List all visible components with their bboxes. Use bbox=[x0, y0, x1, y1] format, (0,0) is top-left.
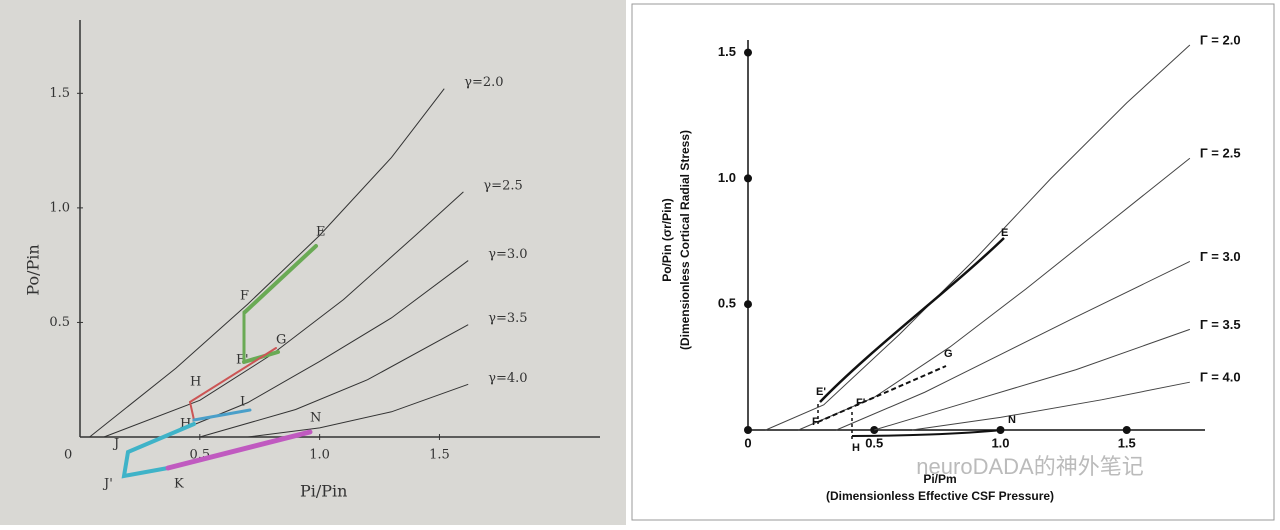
y-tick-label: 0.5 bbox=[718, 296, 736, 311]
y-tick-label: 1.0 bbox=[718, 170, 736, 185]
curve bbox=[247, 383, 469, 438]
point-label: E' bbox=[816, 386, 826, 398]
trajectory-arrow bbox=[192, 408, 252, 422]
point-label: H bbox=[852, 442, 860, 454]
curve-label: Γ = 2.0 bbox=[1200, 32, 1241, 47]
point-label: J' bbox=[102, 477, 113, 492]
point-label: F bbox=[812, 416, 819, 428]
x-axis-sublabel: (Dimensionless Effective CSF Pressure) bbox=[826, 489, 1054, 503]
x-axis-label: Pi/Pm bbox=[923, 472, 956, 486]
x-tick-label: 1.5 bbox=[429, 448, 450, 463]
y-tick-dot bbox=[744, 300, 752, 309]
point-label: J bbox=[112, 437, 119, 452]
x-axis-label: Pi/Pin bbox=[300, 482, 347, 501]
y-tick-dot bbox=[744, 48, 752, 57]
origin-label: 0 bbox=[64, 448, 72, 463]
trajectory-arrow bbox=[121, 422, 196, 479]
trajectory-dashed bbox=[817, 404, 853, 440]
y-axis-label: Po/Pin (σr/Pin) bbox=[660, 198, 674, 282]
y-tick-label: 0.5 bbox=[49, 315, 70, 330]
trajectory-arrow bbox=[243, 244, 318, 314]
x-tick-label: 1.0 bbox=[309, 448, 330, 463]
y-axis-label: Po/Pin bbox=[24, 244, 43, 295]
curve bbox=[89, 88, 445, 438]
curve-label: γ=4.0 bbox=[488, 371, 527, 386]
point-label: H bbox=[190, 375, 201, 390]
photo-panel bbox=[0, 0, 626, 525]
print-panel bbox=[631, 3, 1275, 521]
y-tick-label: 1.0 bbox=[49, 200, 70, 215]
y-axis-sublabel: (Dimensionless Cortical Radial Stress) bbox=[678, 130, 692, 350]
curve-label: γ=2.0 bbox=[464, 75, 503, 90]
curve-label: Γ = 3.5 bbox=[1200, 317, 1241, 332]
curve bbox=[874, 328, 1191, 431]
point-label: F' bbox=[856, 397, 866, 409]
point-label: N bbox=[310, 411, 321, 426]
trajectory-return bbox=[851, 429, 1003, 437]
trajectory-solid bbox=[819, 237, 1005, 403]
x-tick-label: 1.5 bbox=[1118, 435, 1136, 450]
watermark: neuroDADA的神外笔记 bbox=[916, 454, 1143, 479]
x-tick-dot bbox=[1122, 426, 1131, 434]
trajectory-arrow bbox=[189, 401, 195, 421]
point-label: E bbox=[1001, 227, 1008, 239]
curve bbox=[103, 191, 464, 438]
x-tick-label: 0.5 bbox=[865, 435, 883, 450]
trajectory-arrow bbox=[165, 429, 313, 471]
x-tick-dot bbox=[744, 426, 752, 434]
point-label: G bbox=[944, 348, 953, 360]
point-label: F bbox=[240, 289, 249, 304]
curve-label: Γ = 3.0 bbox=[1200, 249, 1241, 264]
y-tick-dot bbox=[744, 174, 752, 183]
x-tick-label: 1.0 bbox=[991, 435, 1009, 450]
x-tick-label: 0 bbox=[744, 435, 751, 450]
curve-label: Γ = 4.0 bbox=[1200, 370, 1241, 385]
curve bbox=[199, 324, 469, 438]
point-label: I bbox=[240, 395, 245, 410]
curve-label: γ=2.5 bbox=[483, 178, 522, 193]
point-label: G bbox=[276, 333, 286, 348]
trajectory-arrow bbox=[189, 347, 277, 403]
point-label: E bbox=[316, 225, 326, 240]
point-label: N bbox=[1008, 414, 1016, 426]
curve bbox=[765, 44, 1191, 431]
curve-label: γ=3.5 bbox=[488, 311, 527, 326]
y-tick-label: 1.5 bbox=[718, 44, 736, 59]
curve bbox=[836, 260, 1191, 431]
y-tick-label: 1.5 bbox=[49, 86, 70, 101]
curve-label: Γ = 2.5 bbox=[1200, 146, 1241, 161]
point-label: K bbox=[174, 477, 184, 492]
trajectory-dashed bbox=[817, 365, 947, 423]
curve bbox=[798, 157, 1191, 431]
curve bbox=[912, 381, 1190, 431]
curve-label: γ=3.0 bbox=[488, 247, 527, 262]
